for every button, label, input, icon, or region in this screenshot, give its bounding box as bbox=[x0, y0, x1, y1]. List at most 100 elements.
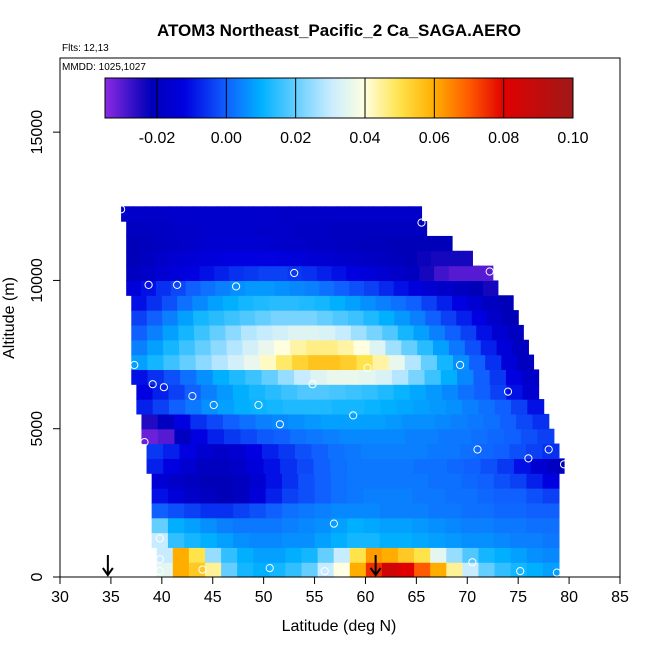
heatmap-cell bbox=[139, 235, 153, 252]
heatmap-cell bbox=[259, 354, 277, 370]
heatmap-cell bbox=[186, 221, 199, 237]
flights-annotation: Flts: 12,13 bbox=[62, 43, 109, 54]
heatmap-cell bbox=[397, 458, 415, 474]
heatmap-cell bbox=[228, 265, 245, 282]
sample-point bbox=[417, 218, 426, 227]
heatmap-cell bbox=[377, 384, 395, 400]
heatmap-cell bbox=[418, 413, 436, 430]
heatmap-cell bbox=[281, 532, 299, 548]
heatmap-cell bbox=[446, 547, 463, 563]
heatmap-cell bbox=[394, 310, 411, 326]
sample-point bbox=[559, 460, 569, 469]
heatmap-cell bbox=[131, 324, 148, 341]
heatmap-cell bbox=[188, 562, 206, 578]
heatmap-cell bbox=[404, 265, 421, 282]
heatmap-cell bbox=[200, 532, 218, 548]
heatmap-cell bbox=[330, 517, 348, 534]
heatmap-cell bbox=[331, 265, 347, 282]
heatmap-cell bbox=[295, 235, 310, 252]
heatmap-cell bbox=[141, 428, 159, 445]
heatmap-cell bbox=[467, 413, 485, 430]
heatmap-cell bbox=[412, 235, 427, 252]
sample-point bbox=[209, 400, 218, 410]
heatmap-cell bbox=[433, 339, 450, 356]
heatmap-cell bbox=[258, 221, 271, 237]
heatmap-cell bbox=[207, 295, 224, 311]
heatmap-cell bbox=[151, 532, 169, 548]
heatmap-cell bbox=[477, 517, 495, 534]
heatmap-cell bbox=[156, 547, 174, 563]
heatmap-cell bbox=[216, 517, 234, 534]
heatmap-cell bbox=[133, 206, 146, 222]
heatmap-cell bbox=[457, 369, 474, 385]
heatmap-cell bbox=[211, 354, 229, 370]
heatmap-cell bbox=[542, 488, 560, 504]
heatmap-cell bbox=[438, 235, 453, 252]
sample-point bbox=[144, 280, 153, 289]
heatmap-cell bbox=[156, 562, 174, 578]
heatmap-cell bbox=[213, 458, 231, 474]
heatmap-cell bbox=[398, 562, 415, 578]
heatmap-cell bbox=[412, 532, 430, 548]
heatmap-cell bbox=[126, 280, 142, 296]
heatmap-cell bbox=[301, 206, 314, 222]
heatmap-cell bbox=[436, 354, 454, 370]
heatmap-cell bbox=[403, 250, 418, 267]
heatmap-cell bbox=[261, 369, 279, 385]
heatmap-cell bbox=[217, 235, 232, 252]
heatmap-cell bbox=[385, 339, 402, 356]
heatmap-cell bbox=[477, 488, 495, 504]
heatmap-cell bbox=[477, 532, 495, 548]
heatmap-cell bbox=[346, 265, 362, 282]
heatmap-cell bbox=[308, 354, 325, 370]
heatmap-cell bbox=[210, 221, 223, 237]
heatmap-cell bbox=[485, 354, 502, 370]
heatmap-cell bbox=[184, 532, 202, 548]
heatmap-cell bbox=[204, 562, 222, 578]
heatmap-cell bbox=[121, 206, 134, 222]
heatmap-cell bbox=[248, 384, 266, 400]
heatmap-cell bbox=[493, 488, 511, 504]
heatmap-cell bbox=[177, 310, 194, 326]
heatmap-cell bbox=[360, 295, 377, 311]
x-tick-label: 40 bbox=[153, 589, 171, 606]
heatmap-cell bbox=[152, 384, 170, 400]
heatmap-cell bbox=[190, 413, 208, 430]
heatmap-cell bbox=[409, 310, 426, 326]
heatmap-cell bbox=[304, 280, 321, 296]
heatmap-cell bbox=[243, 265, 259, 282]
heatmap-cell bbox=[181, 250, 197, 267]
heatmap-cell bbox=[221, 562, 238, 578]
heatmap-cell bbox=[444, 473, 462, 489]
heatmap-cell bbox=[229, 206, 242, 222]
heatmap-cell bbox=[379, 532, 397, 548]
heatmap-cell bbox=[330, 532, 348, 548]
heatmap-cell bbox=[396, 532, 413, 548]
heatmap-cell bbox=[526, 488, 544, 504]
heatmap-cell bbox=[369, 339, 387, 356]
heatmap-cell bbox=[526, 547, 544, 563]
heatmap-cell bbox=[294, 369, 312, 385]
heatmap-cell bbox=[428, 502, 446, 519]
heatmap-cell bbox=[205, 206, 218, 222]
heatmap-cell bbox=[445, 399, 463, 415]
heatmap-cell bbox=[233, 473, 250, 489]
heatmap-cell bbox=[494, 547, 512, 563]
heatmap-cell bbox=[316, 310, 334, 326]
heatmap-cell bbox=[413, 324, 430, 341]
heatmap-cell bbox=[332, 310, 349, 326]
heatmap-cell bbox=[325, 206, 338, 222]
heatmap-cell bbox=[522, 369, 540, 385]
heatmap-cell bbox=[299, 399, 317, 415]
heatmap-cell bbox=[243, 235, 258, 252]
heatmap-cell bbox=[510, 532, 527, 548]
launch-arrows bbox=[102, 555, 382, 577]
heatmap-cell bbox=[162, 324, 179, 341]
heatmap-cell bbox=[506, 384, 524, 400]
heatmap-cell bbox=[330, 488, 348, 504]
heatmap-cell bbox=[516, 413, 534, 430]
heatmap-cell bbox=[526, 532, 544, 548]
heatmap-cell bbox=[542, 532, 560, 548]
heatmap-cell bbox=[245, 369, 263, 385]
heatmap-cell bbox=[512, 339, 529, 356]
